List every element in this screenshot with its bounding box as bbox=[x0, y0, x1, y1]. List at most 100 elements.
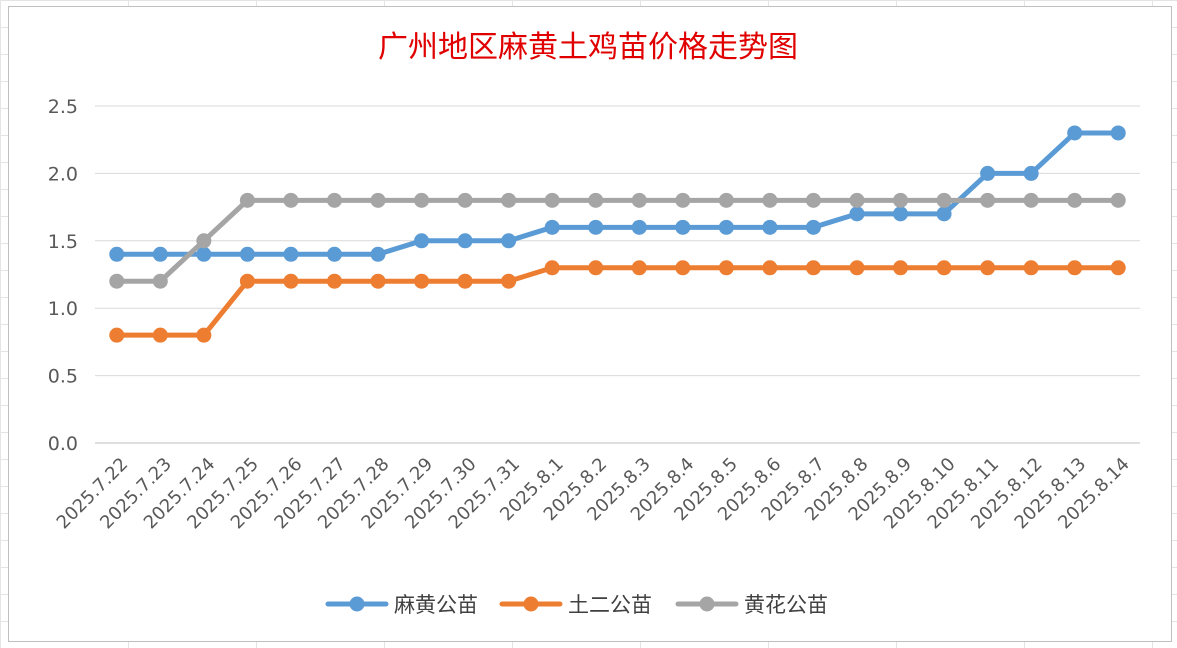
y-tick-label: 1.0 bbox=[48, 298, 78, 320]
data-point bbox=[631, 192, 647, 208]
data-point bbox=[1023, 165, 1039, 181]
data-point bbox=[326, 273, 342, 289]
chart-title: 广州地区麻黄土鸡苗价格走势图 bbox=[378, 30, 798, 65]
chart-area[interactable] bbox=[8, 6, 1172, 642]
data-point bbox=[849, 260, 865, 276]
data-point bbox=[849, 206, 865, 222]
data-point bbox=[239, 192, 255, 208]
data-point bbox=[152, 327, 168, 343]
data-point bbox=[326, 192, 342, 208]
series-2 bbox=[109, 260, 1126, 343]
legend-item: 土二公苗 bbox=[499, 593, 652, 617]
data-point bbox=[109, 246, 125, 262]
data-point bbox=[501, 273, 517, 289]
data-point bbox=[370, 192, 386, 208]
gridlines bbox=[95, 105, 1140, 444]
data-point bbox=[718, 219, 734, 235]
data-point bbox=[1110, 192, 1126, 208]
y-tick-label: 2.0 bbox=[48, 163, 78, 185]
series-1 bbox=[109, 125, 1126, 262]
data-point bbox=[936, 206, 952, 222]
legend-label: 土二公苗 bbox=[568, 593, 652, 617]
data-point bbox=[762, 219, 778, 235]
data-point bbox=[631, 219, 647, 235]
data-point bbox=[936, 192, 952, 208]
legend-label: 麻黄公苗 bbox=[394, 593, 478, 617]
legend-item: 麻黄公苗 bbox=[325, 593, 478, 617]
data-point bbox=[326, 246, 342, 262]
data-point bbox=[588, 260, 604, 276]
data-point bbox=[1110, 125, 1126, 141]
data-point bbox=[893, 260, 909, 276]
data-point bbox=[544, 219, 560, 235]
data-point bbox=[457, 273, 473, 289]
data-point bbox=[457, 192, 473, 208]
data-point bbox=[501, 233, 517, 249]
data-point bbox=[501, 192, 517, 208]
data-point bbox=[370, 273, 386, 289]
y-axis-ticks: 0.0 0.5 1.0 1.5 2.0 2.5 bbox=[48, 96, 78, 455]
data-point bbox=[805, 192, 821, 208]
data-point bbox=[109, 327, 125, 343]
data-point bbox=[1067, 260, 1083, 276]
x-axis-ticks: 2025.7.222025.7.232025.7.242025.7.252025… bbox=[53, 454, 1134, 534]
data-point bbox=[1023, 192, 1039, 208]
data-point bbox=[849, 192, 865, 208]
y-tick-label: 0.5 bbox=[48, 366, 78, 388]
legend-marker bbox=[523, 596, 539, 612]
data-point bbox=[109, 273, 125, 289]
data-point bbox=[414, 233, 430, 249]
legend-marker bbox=[699, 596, 715, 612]
data-point bbox=[1110, 260, 1126, 276]
data-point bbox=[893, 206, 909, 222]
data-point bbox=[544, 192, 560, 208]
data-point bbox=[283, 273, 299, 289]
data-point bbox=[544, 260, 560, 276]
series-line bbox=[114, 130, 1121, 257]
data-point bbox=[1067, 192, 1083, 208]
y-tick-label: 2.5 bbox=[48, 96, 78, 118]
series-lines bbox=[109, 125, 1126, 343]
data-point bbox=[196, 233, 212, 249]
series-3 bbox=[109, 192, 1126, 289]
data-point bbox=[239, 273, 255, 289]
data-point bbox=[370, 246, 386, 262]
data-point bbox=[152, 273, 168, 289]
data-point bbox=[805, 260, 821, 276]
legend-item: 黄花公苗 bbox=[675, 593, 828, 617]
data-point bbox=[1023, 260, 1039, 276]
data-point bbox=[1067, 125, 1083, 141]
data-point bbox=[631, 260, 647, 276]
data-point bbox=[936, 260, 952, 276]
data-point bbox=[196, 246, 212, 262]
data-point bbox=[196, 327, 212, 343]
data-point bbox=[457, 233, 473, 249]
legend-marker bbox=[349, 596, 365, 612]
data-point bbox=[283, 192, 299, 208]
y-tick-label: 1.5 bbox=[48, 231, 78, 253]
data-point bbox=[239, 246, 255, 262]
data-point bbox=[980, 192, 996, 208]
data-point bbox=[762, 192, 778, 208]
data-point bbox=[675, 192, 691, 208]
legend-label: 黄花公苗 bbox=[744, 593, 828, 617]
data-point bbox=[718, 260, 734, 276]
data-point bbox=[805, 219, 821, 235]
data-point bbox=[980, 260, 996, 276]
data-point bbox=[980, 165, 996, 181]
data-point bbox=[718, 192, 734, 208]
data-point bbox=[414, 192, 430, 208]
data-point bbox=[675, 219, 691, 235]
data-point bbox=[588, 219, 604, 235]
data-point bbox=[675, 260, 691, 276]
data-point bbox=[762, 260, 778, 276]
data-point bbox=[414, 273, 430, 289]
data-point bbox=[588, 192, 604, 208]
legend: 麻黄公苗 土二公苗 黄花公苗 bbox=[325, 593, 828, 617]
series-line bbox=[114, 265, 1121, 338]
y-tick-label: 0.0 bbox=[48, 433, 78, 455]
data-point bbox=[283, 246, 299, 262]
data-point bbox=[152, 246, 168, 262]
